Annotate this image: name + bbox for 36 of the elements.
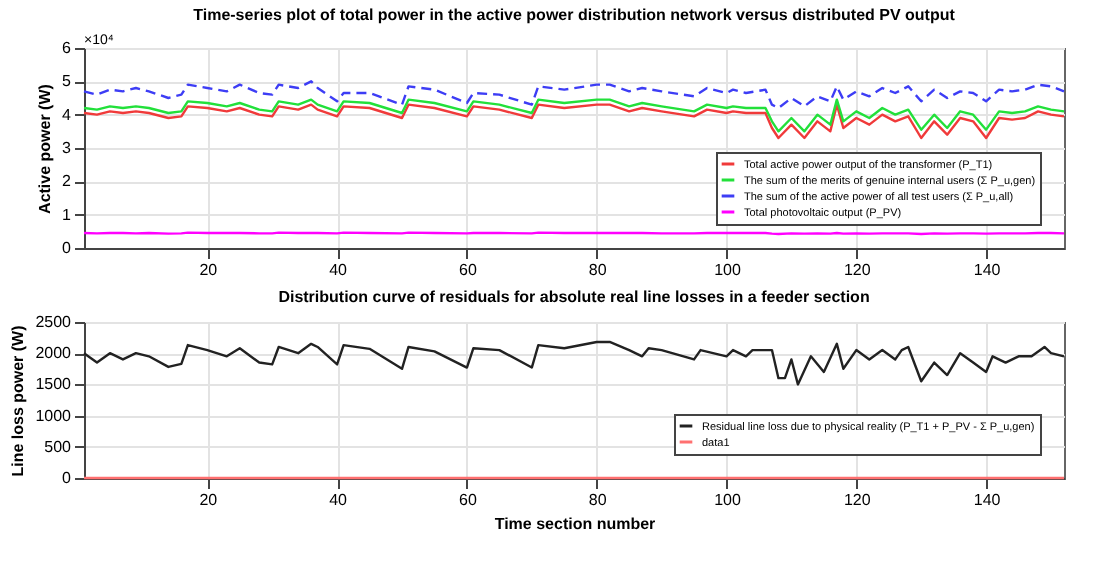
y-tick-label: 2000 bbox=[35, 344, 73, 363]
line-series bbox=[82, 80, 1066, 110]
x-tick-label: 80 bbox=[588, 491, 608, 509]
line-series bbox=[82, 340, 1066, 386]
x-tick-label: 40 bbox=[329, 491, 349, 509]
x-tick-label: 100 bbox=[714, 491, 742, 509]
line-series bbox=[82, 98, 1066, 133]
y-tick-label: 3 bbox=[62, 139, 73, 157]
x-axis-title: Time section number bbox=[494, 515, 656, 533]
y-tick-label: 1000 bbox=[35, 406, 73, 425]
x-tick-label: 80 bbox=[588, 261, 608, 279]
y-axis-title: Line loss power (W) bbox=[9, 324, 28, 477]
y-tick-label: 1500 bbox=[35, 375, 73, 394]
x-tick-label: 140 bbox=[973, 261, 1002, 279]
x-tick-label: 120 bbox=[843, 261, 872, 279]
x-tick-label: 20 bbox=[199, 261, 219, 279]
y-tick-label: 2500 bbox=[35, 313, 73, 331]
x-tick-label: 120 bbox=[843, 491, 872, 509]
y-tick-label: 4 bbox=[62, 105, 73, 124]
y-axis-title: Active power (W) bbox=[36, 83, 55, 214]
x-tick-label: 20 bbox=[199, 491, 219, 509]
x-tick-label: 100 bbox=[714, 261, 742, 279]
y-tick-label: 0 bbox=[62, 469, 73, 487]
y-tick-label: 500 bbox=[44, 437, 73, 456]
y-tick-label: 2 bbox=[62, 172, 73, 191]
x-tick-label: 140 bbox=[973, 491, 1002, 509]
chart-title: Time-series plot of total power in the active power distribution network versus distributed PV output bbox=[193, 6, 956, 24]
y-tick-label: 6 bbox=[62, 39, 73, 57]
x-tick-label: 40 bbox=[329, 261, 349, 279]
y-tick-label: 1 bbox=[62, 205, 73, 224]
x-tick-label: 60 bbox=[459, 491, 478, 509]
x-tick-label: 60 bbox=[459, 261, 478, 279]
y-tick-label: 5 bbox=[62, 72, 73, 91]
line-series bbox=[82, 103, 1066, 140]
chart-title: Distribution curve of residuals for absolute real line losses in a feeder section bbox=[278, 288, 870, 306]
y-tick-label: 0 bbox=[62, 239, 73, 257]
